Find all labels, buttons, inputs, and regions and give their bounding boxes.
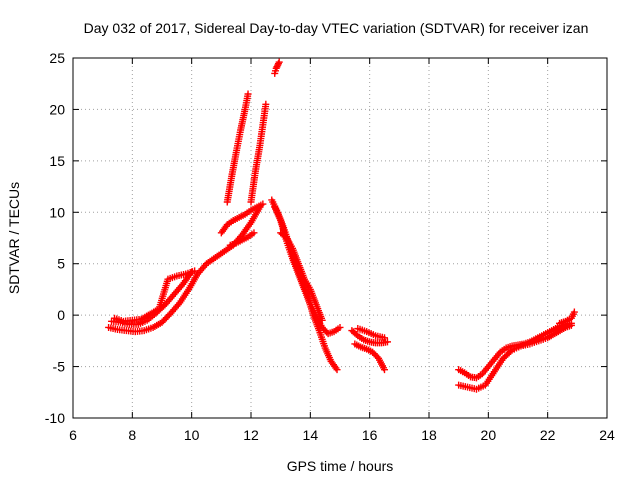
x-tick-label: 8: [128, 427, 136, 443]
y-tick-label: 5: [57, 256, 65, 272]
data-point: [250, 229, 258, 237]
data-point: [275, 58, 283, 66]
x-axis-label: GPS time / hours: [287, 458, 394, 474]
series-arc-morning-mid: [108, 268, 196, 328]
series-descent-2: [271, 203, 344, 338]
data-markers: [105, 58, 578, 393]
data-point: [274, 61, 282, 69]
series-steep-rise-2: [247, 100, 270, 206]
y-tick-label: 10: [49, 204, 65, 220]
grid: [73, 58, 607, 418]
series-arc-morning-low: [105, 203, 264, 336]
series-descent-3: [277, 229, 326, 324]
data-point: [570, 308, 578, 316]
x-tick-label: 10: [184, 427, 200, 443]
series-arc-15b: [351, 340, 388, 374]
y-tick-label: 0: [57, 307, 65, 323]
data-point: [381, 334, 388, 342]
y-tick-label: -10: [45, 410, 65, 426]
series-arc-upper: [111, 267, 199, 325]
y-tick-label: 25: [49, 50, 65, 66]
y-axis-label: SDTVAR / TECUs: [6, 182, 22, 294]
data-point: [272, 64, 280, 72]
x-tick-label: 16: [362, 427, 378, 443]
data-point: [274, 60, 282, 68]
y-tick-label: 20: [49, 101, 65, 117]
series-arc-19c: [556, 308, 578, 327]
data-point: [273, 63, 281, 71]
data-point: [318, 316, 326, 324]
data-point: [383, 338, 391, 346]
data-point: [333, 366, 341, 374]
series-arc-19b: [455, 321, 575, 393]
x-tick-label: 6: [69, 427, 77, 443]
x-tick-label: 22: [540, 427, 556, 443]
series-arc-15a: [348, 327, 391, 347]
data-point: [244, 90, 252, 98]
x-tick-label: 14: [303, 427, 319, 443]
series-steep-rise-1: [223, 90, 252, 206]
series-arc-15c: [354, 325, 388, 342]
x-tick-label: 24: [599, 427, 615, 443]
x-tick-label: 18: [421, 427, 437, 443]
y-tick-label: 15: [49, 153, 65, 169]
data-point: [567, 321, 575, 329]
data-point: [507, 347, 515, 355]
x-tick-label: 20: [481, 427, 497, 443]
series-steep-rise-3: [271, 58, 283, 77]
x-tick-label: 12: [243, 427, 259, 443]
data-point: [262, 100, 270, 108]
data-point: [191, 267, 199, 275]
data-point: [259, 200, 267, 208]
data-point: [381, 366, 388, 374]
series-arc-cluster-11: [217, 200, 267, 237]
data-point: [336, 323, 344, 331]
chart-title: Day 032 of 2017, Sidereal Day-to-day VTE…: [84, 20, 589, 36]
series-arc-cluster-11b: [226, 229, 258, 249]
plot-frame: [72, 57, 608, 419]
axis-ticks: 6 8 10 12 14 16 18 20 22 24 -10 -5 0 5 10 15 20 25: [45, 50, 615, 443]
y-tick-label: -5: [53, 359, 66, 375]
